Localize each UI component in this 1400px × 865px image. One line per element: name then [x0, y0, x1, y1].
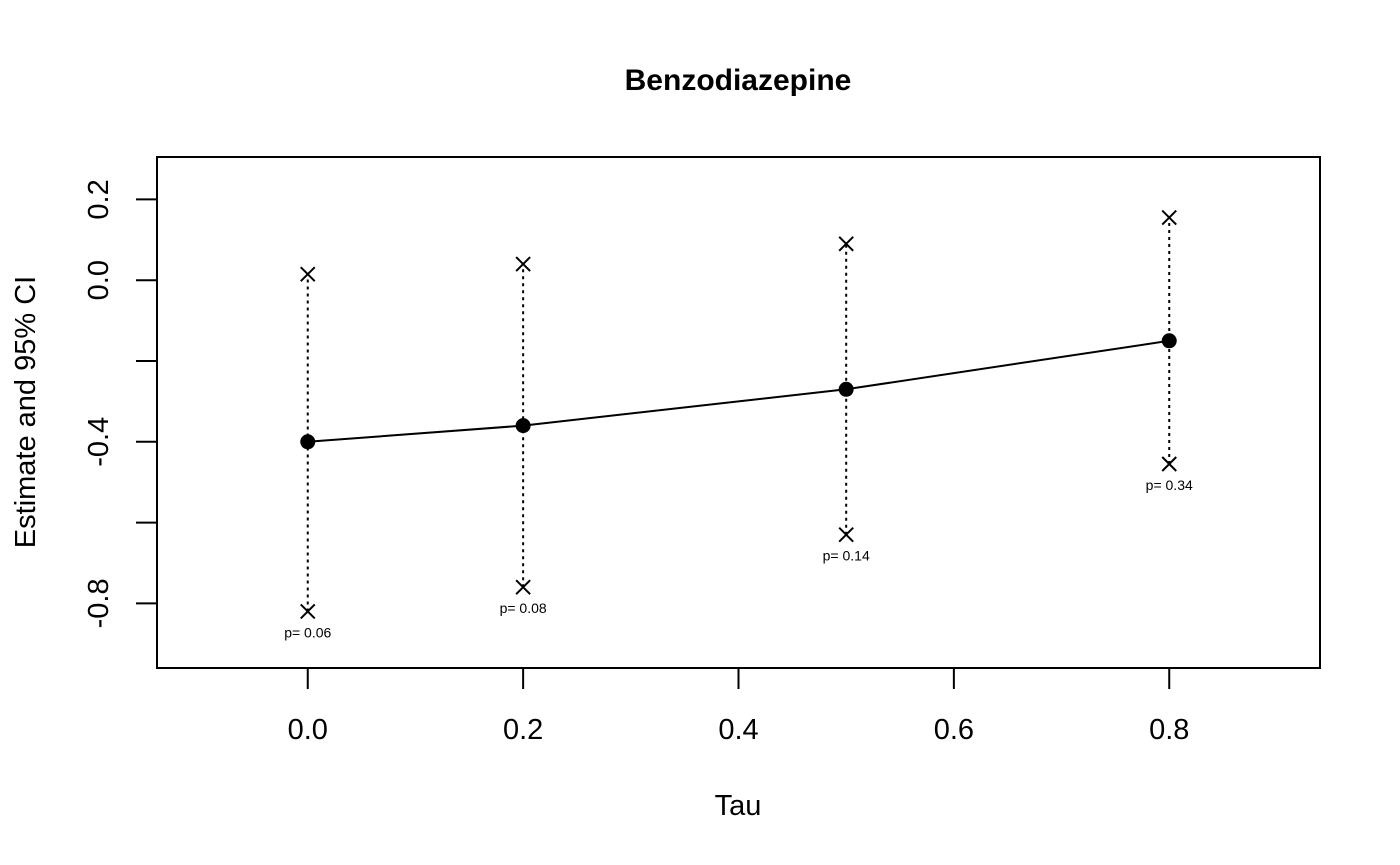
x-tick-label: 0.8: [1149, 714, 1189, 746]
ci-upper-marker: [300, 266, 316, 282]
y-tick-label: -0.8: [83, 578, 115, 628]
p-value-label: p= 0.14: [823, 548, 870, 564]
y-axis-label: Estimate and 95% CI: [10, 276, 42, 548]
x-tick-label: 0.4: [718, 714, 758, 746]
y-tick-label: 0.0: [83, 260, 115, 300]
estimate-point: [300, 434, 316, 450]
x-tick-label: 0.6: [934, 714, 974, 746]
ci-lower-marker: [300, 603, 316, 620]
p-value-label: p= 0.06: [284, 624, 331, 640]
p-value-label: p= 0.08: [500, 600, 547, 616]
chart-title: Benzodiazepine: [625, 64, 852, 97]
ci-lower-marker: [838, 526, 854, 543]
ci-upper-marker: [515, 256, 531, 272]
x-tick-label: 0.2: [503, 714, 543, 746]
estimate-point: [838, 381, 854, 397]
y-tick-label: -0.4: [83, 417, 115, 467]
ci-lower-marker: [515, 579, 531, 595]
estimate-point: [515, 418, 531, 434]
x-tick-label: 0.0: [288, 714, 328, 746]
x-axis: 0.0 0.2 0.4 0.6 0.8: [288, 667, 1189, 746]
ci-upper-marker: [838, 236, 854, 252]
plot-frame: [156, 156, 1321, 669]
ci-upper-marker: [1161, 209, 1177, 226]
p-value-label: p= 0.34: [1146, 477, 1193, 493]
estimate-line: [307, 339, 1170, 443]
x-axis-label: Tau: [715, 790, 762, 822]
data-series: p= 0.06 p= 0.08 p= 0.14 p= 0.34: [284, 209, 1193, 640]
estimate-point: [1161, 333, 1177, 349]
y-axis: -0.8 -0.4 0.0 0.2: [83, 179, 158, 628]
y-tick-label: 0.2: [83, 179, 115, 219]
ci-lower-marker: [1161, 456, 1177, 472]
